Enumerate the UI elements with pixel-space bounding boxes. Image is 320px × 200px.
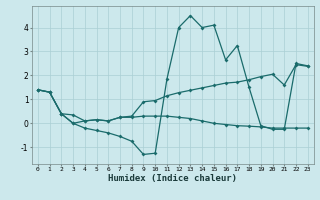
X-axis label: Humidex (Indice chaleur): Humidex (Indice chaleur): [108, 174, 237, 183]
